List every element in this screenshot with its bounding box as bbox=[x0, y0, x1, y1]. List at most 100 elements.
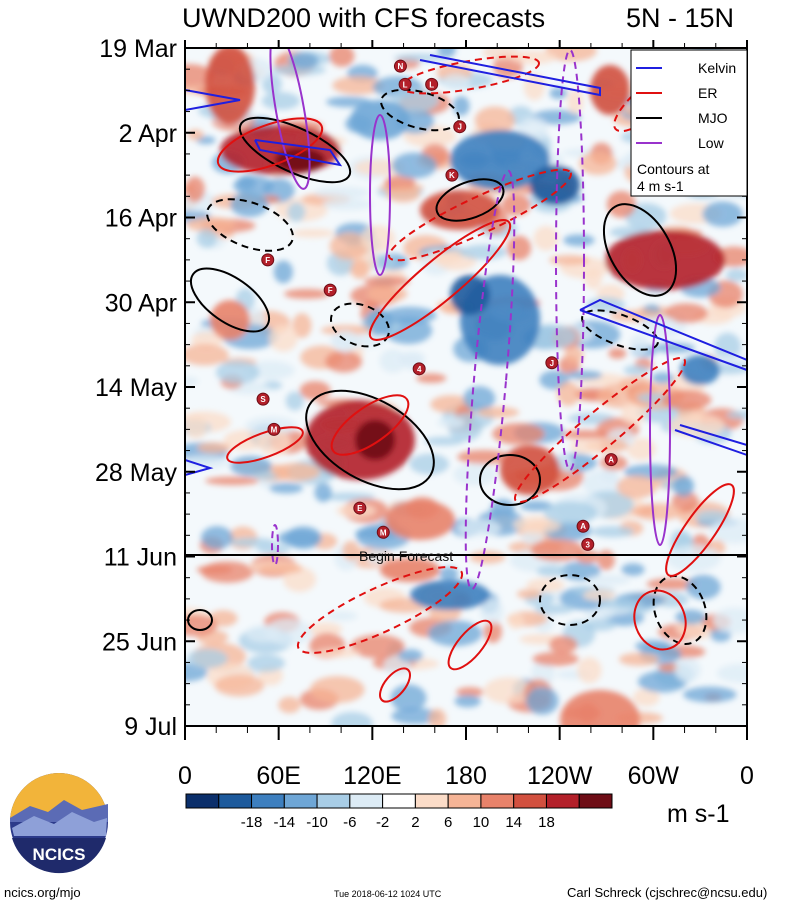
shade-blob bbox=[201, 561, 254, 583]
shade-blob bbox=[685, 574, 721, 600]
contour bbox=[271, 524, 279, 566]
shade-blob bbox=[672, 475, 695, 497]
legend-label: MJO bbox=[698, 110, 728, 126]
storm-marker-label: L bbox=[429, 80, 434, 89]
y-tick-label: 2 Apr bbox=[119, 120, 177, 148]
shade-blob bbox=[201, 526, 234, 550]
shade-blob bbox=[329, 232, 369, 260]
shade-blob bbox=[474, 106, 516, 135]
shade-feature bbox=[450, 275, 490, 315]
shade-blob bbox=[456, 687, 484, 697]
shade-blob bbox=[726, 410, 747, 420]
contour bbox=[368, 219, 512, 341]
shade-blob bbox=[608, 347, 627, 359]
storm-marker bbox=[267, 422, 281, 436]
contour bbox=[649, 314, 671, 546]
colorbar-cell bbox=[316, 793, 351, 809]
x-tick-label: 0 bbox=[740, 762, 754, 790]
shade-blob bbox=[256, 544, 291, 554]
shade-blob bbox=[457, 449, 511, 465]
shade-blob bbox=[637, 670, 687, 693]
shade-feature bbox=[355, 420, 395, 460]
shade-blob bbox=[709, 517, 747, 544]
shade-feature bbox=[680, 355, 720, 385]
storm-marker bbox=[453, 120, 467, 134]
contour bbox=[330, 394, 410, 456]
footer-left[interactable]: ncics.org/mjo bbox=[4, 885, 81, 900]
shade-blob bbox=[289, 52, 319, 69]
storm-marker bbox=[604, 453, 618, 467]
shade-blob bbox=[666, 544, 721, 572]
y-tick-label: 16 Apr bbox=[105, 205, 177, 233]
contour bbox=[602, 203, 678, 297]
shade-blob bbox=[623, 364, 650, 376]
shade-blob bbox=[428, 251, 463, 264]
shade-feature bbox=[605, 230, 725, 290]
shade-blob bbox=[390, 684, 427, 712]
shade-blob bbox=[584, 267, 603, 290]
shade-blob bbox=[185, 344, 229, 366]
shade-feature bbox=[590, 65, 630, 115]
shade-blob bbox=[245, 625, 281, 643]
shade-blob bbox=[683, 686, 737, 703]
shade-blob bbox=[457, 519, 502, 537]
storm-marker-label: A bbox=[580, 522, 586, 531]
colorbar-cell bbox=[283, 793, 318, 809]
storm-marker bbox=[425, 77, 439, 91]
shade-feature bbox=[350, 100, 410, 140]
colorbar-cell bbox=[251, 793, 285, 809]
shade-blob bbox=[191, 331, 224, 349]
contour bbox=[633, 589, 687, 651]
shade-blob bbox=[383, 306, 437, 324]
shade-blob bbox=[309, 676, 365, 704]
legend-box bbox=[630, 49, 748, 197]
shade-blob bbox=[247, 654, 285, 672]
contour bbox=[665, 483, 735, 577]
storm-marker bbox=[393, 59, 407, 73]
storm-marker bbox=[545, 356, 559, 370]
storm-marker-label: 4 bbox=[417, 365, 422, 374]
colorbar-cell bbox=[447, 793, 482, 809]
storm-marker bbox=[323, 283, 337, 297]
shade-blob bbox=[437, 416, 466, 429]
shade-blob bbox=[230, 191, 269, 218]
shade-blob bbox=[287, 202, 306, 222]
y-tick-label: 25 Jun bbox=[102, 628, 177, 656]
legend-note-line1: Contours at bbox=[637, 161, 709, 177]
storm-marker-label: F bbox=[328, 286, 333, 295]
kelvin-contour bbox=[185, 89, 241, 111]
colorbar-cell bbox=[218, 793, 253, 809]
shade-blob bbox=[530, 538, 584, 562]
shade-blob bbox=[332, 76, 384, 95]
contour bbox=[539, 574, 601, 626]
shade-blob bbox=[463, 386, 496, 411]
shade-blob bbox=[350, 259, 370, 280]
shade-blob bbox=[391, 707, 441, 725]
shade-blob bbox=[520, 500, 553, 512]
storm-marker bbox=[256, 392, 270, 406]
colorbar: -18 -14 -10 -6 -2 2 6 10 14 18 bbox=[185, 793, 613, 831]
contour bbox=[369, 114, 391, 276]
shade-blob bbox=[342, 540, 360, 561]
shade-blob bbox=[273, 260, 293, 284]
y-axis: 19 Mar 2 Apr 16 Apr 30 Apr 14 May 28 May 11 Ju… bbox=[95, 35, 747, 741]
storm-marker-label: K bbox=[449, 171, 455, 180]
shade-blob bbox=[564, 346, 584, 364]
y-tick-label: 30 Apr bbox=[105, 289, 177, 317]
shade-blob bbox=[326, 611, 358, 621]
shade-blob bbox=[507, 612, 525, 630]
shade-blob bbox=[469, 550, 506, 564]
shade-blob bbox=[559, 561, 601, 581]
storm-marker bbox=[412, 362, 426, 376]
shade-feature bbox=[410, 580, 490, 610]
storm-marker-label: 3 bbox=[586, 540, 591, 549]
y-tick-label: 9 Jul bbox=[124, 713, 177, 741]
x-axis: 0 60E 120E 180 120W 60W 0 bbox=[178, 40, 754, 790]
shade-blob bbox=[476, 406, 520, 418]
shade-blob bbox=[416, 373, 447, 384]
shade-blob bbox=[523, 72, 545, 101]
colorbar-cell bbox=[513, 793, 547, 809]
shade-blob bbox=[229, 537, 276, 548]
shade-blob bbox=[587, 574, 631, 586]
shade-blob bbox=[583, 618, 617, 631]
